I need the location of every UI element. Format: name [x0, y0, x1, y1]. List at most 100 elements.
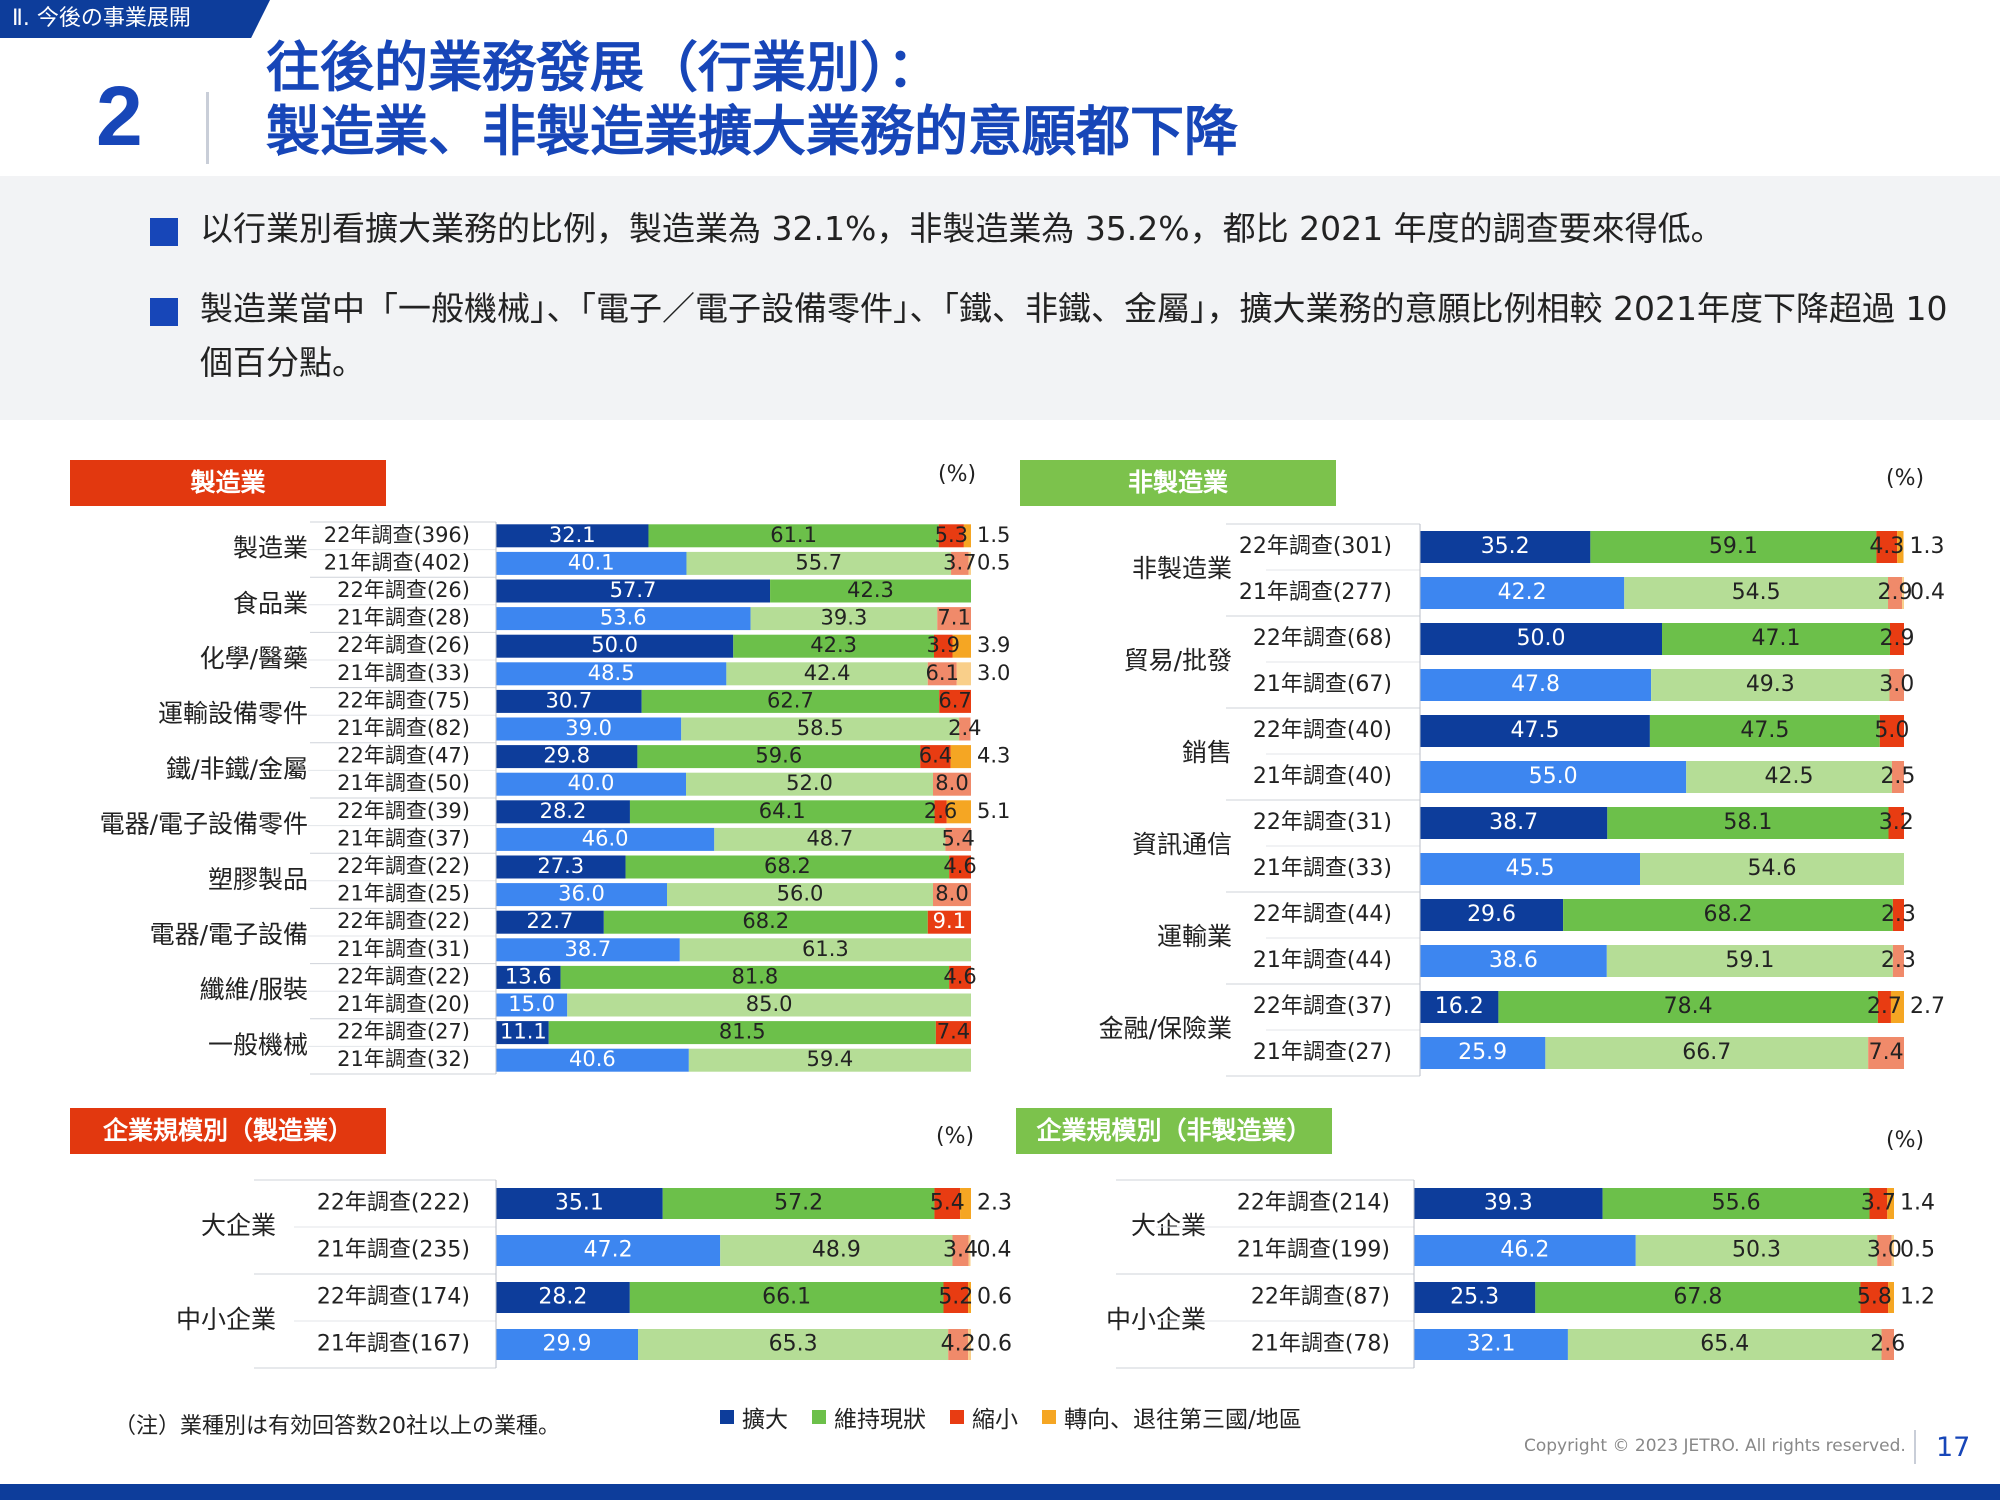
data-label: 59.4 [807, 1047, 854, 1071]
row-label: 22年調查(22) [337, 909, 470, 933]
summary-notes: 以行業別看擴大業務的比例，製造業為 32.1%，非製造業為 35.2%，都比 2… [0, 176, 2000, 420]
data-label: 47.8 [1511, 672, 1560, 697]
data-label: 39.0 [565, 716, 612, 740]
bar-segment-maintain [750, 607, 938, 631]
bar-segment-maintain [770, 579, 971, 603]
data-label: 46.2 [1500, 1238, 1549, 1263]
data-label: 0.5 [1900, 1238, 1935, 1263]
category-label: 金融/保險業 [1099, 1014, 1232, 1043]
bar-segment-shrink [1877, 1235, 1892, 1266]
bar-segment-maintain [1563, 899, 1893, 931]
bar-segment-maintain [667, 883, 933, 907]
row-label: 22年調查(396) [324, 523, 470, 547]
data-label: 42.3 [847, 578, 894, 602]
row-label: 22年調查(68) [1253, 626, 1392, 651]
data-label: 48.7 [806, 826, 853, 850]
row-label: 22年調查(40) [1253, 718, 1392, 743]
page-number-divider [1914, 1430, 1916, 1464]
row-label: 21年調查(67) [1253, 672, 1392, 697]
data-label: 29.9 [543, 1332, 592, 1357]
bar-segment-expand [1420, 715, 1650, 747]
row-label: 21年調查(167) [317, 1332, 470, 1357]
bar-segment-move [963, 524, 971, 548]
bar-segment-expand [1414, 1329, 1568, 1360]
data-label: 28.2 [540, 799, 587, 823]
data-label: 58.5 [797, 716, 844, 740]
legend-item-shrink: 縮小 [950, 1400, 1018, 1434]
bar-segment-maintain [1686, 761, 1892, 793]
bar-segment-shrink [933, 883, 971, 907]
data-label: 6.7 [938, 688, 971, 712]
category-label: 資訊通信 [1132, 830, 1232, 859]
bar-segment-move [956, 662, 971, 686]
bar-segment-expand [496, 579, 771, 603]
data-label: 47.5 [1510, 718, 1559, 743]
bar-segment-maintain [1498, 991, 1878, 1023]
bar-segment-expand [496, 800, 630, 824]
row-label: 21年調查(33) [337, 661, 470, 685]
row-label: 22年調查(44) [1253, 902, 1392, 927]
data-label: 2.3 [1881, 902, 1916, 927]
bar-segment-move [950, 745, 971, 769]
page-number: 17 [1936, 1432, 1971, 1463]
bar-segment-shrink [934, 1188, 961, 1219]
row-label: 21年調查(50) [337, 771, 470, 795]
bar-segment-move [1891, 1235, 1894, 1266]
data-label: 46.0 [582, 826, 629, 850]
data-label: 1.5 [977, 523, 1010, 547]
unit-label-manufacturing: (%) [938, 462, 977, 487]
data-label: 0.6 [977, 1285, 1012, 1310]
bar-segment-maintain [681, 717, 960, 741]
data-label: 48.9 [812, 1238, 861, 1263]
data-label: 55.7 [795, 550, 842, 574]
bar-segment-shrink [939, 689, 971, 713]
data-label: 47.2 [584, 1238, 633, 1263]
row-label: 21年調查(31) [337, 937, 470, 961]
note-1-text: 以行業別看擴大業務的比例，製造業為 32.1%，非製造業為 35.2%，都比 2… [200, 209, 1724, 248]
data-label: 38.6 [1489, 948, 1538, 973]
bar-segment-shrink [1869, 1188, 1888, 1219]
bar-segment-expand [1414, 1188, 1603, 1219]
row-label: 22年調查(301) [1239, 534, 1392, 559]
note-1: 以行業別看擴大業務的比例，製造業為 32.1%，非製造業為 35.2%，都比 2… [150, 202, 1960, 256]
bar-segment-expand [1420, 669, 1652, 701]
data-label: 30.7 [545, 688, 592, 712]
data-label: 2.6 [1870, 1332, 1905, 1357]
data-label: 9.1 [933, 909, 966, 933]
bar-segment-expand [496, 965, 561, 989]
data-label: 58.1 [1723, 810, 1772, 835]
bar-segment-move [968, 1235, 971, 1266]
row-label: 21年調查(235) [317, 1238, 470, 1263]
data-label: 38.7 [1489, 810, 1538, 835]
data-label: 68.2 [1704, 902, 1753, 927]
footnote: （注）業種別は有効回答数20社以上の業種。 [114, 1414, 560, 1439]
category-label: 非製造業 [1132, 554, 1232, 583]
data-label: 55.6 [1712, 1191, 1761, 1216]
bar-segment-maintain [1662, 623, 1890, 655]
row-label: 21年調查(82) [337, 716, 470, 740]
data-label: 59.1 [1709, 534, 1758, 559]
bar-segment-shrink [934, 800, 947, 824]
bar-segment-maintain [1590, 531, 1877, 563]
data-label: 3.0 [1867, 1238, 1902, 1263]
title-divider [206, 92, 209, 164]
data-label: 3.2 [1879, 810, 1914, 835]
row-label: 21年調查(32) [337, 1047, 470, 1071]
data-label: 57.2 [774, 1191, 823, 1216]
legend-label: 擴大 [742, 1407, 788, 1433]
bar-segment-expand [496, 607, 751, 631]
bar-segment-maintain [1567, 1329, 1882, 1360]
category-label: 大企業 [1131, 1211, 1206, 1240]
row-label: 22年調查(26) [337, 578, 470, 602]
data-label: 2.3 [977, 1191, 1012, 1216]
bar-segment-expand [496, 717, 682, 741]
bar-segment-expand [496, 1048, 689, 1072]
row-label: 21年調查(277) [1239, 580, 1392, 605]
bar-segment-move [968, 1282, 971, 1313]
bar-segment-move [946, 800, 971, 824]
legend-item-expand: 擴大 [720, 1400, 788, 1434]
bar-segment-maintain [720, 1235, 953, 1266]
unit-label-non-manufacturing: (%) [1886, 466, 1925, 491]
bar-segment-maintain [1635, 1235, 1878, 1266]
bar-segment-shrink [1892, 945, 1904, 977]
